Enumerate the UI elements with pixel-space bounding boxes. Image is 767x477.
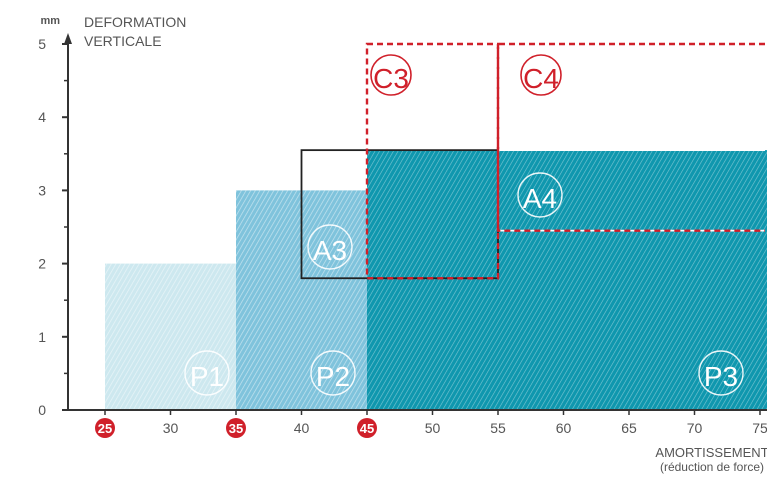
label-p3-ring (698, 350, 744, 396)
x-tick-label: 40 (294, 420, 310, 436)
y-tick-label: 2 (38, 256, 46, 272)
y-axis: 0 1 2 3 4 5 mm DEFORMATION VERTICALE (38, 14, 186, 418)
y-ticks: 0 1 2 3 4 5 (38, 36, 68, 418)
y-tick-label: 3 (38, 182, 46, 198)
outline-c4 (496, 42, 765, 232)
y-tick-label: 5 (38, 36, 46, 52)
x-tick-highlight-badge (226, 418, 246, 438)
label-a3: A3 (313, 235, 347, 266)
y-tick-label: 4 (38, 109, 46, 125)
x-tick-label: 30 (163, 420, 179, 436)
x-tick-label: 50 (425, 420, 441, 436)
label-p3: P3 (704, 361, 738, 392)
y-tick-label: 0 (38, 402, 46, 418)
x-axis: 25 30 35 40 45 50 55 60 65 70 75 AMORTISSEMENT (ré… (62, 409, 767, 474)
x-tick-label: 70 (687, 420, 703, 436)
zone-p1-hatch (105, 263, 236, 410)
y-tick-label: 1 (38, 329, 46, 345)
x-tick-label: 55 (490, 420, 506, 436)
x-tick-highlight-badge (357, 418, 377, 438)
label-a4-ring (517, 172, 563, 218)
label-c4-ring (520, 54, 562, 96)
x-tick-label: 75 (752, 420, 767, 436)
x-tick-label: 65 (621, 420, 637, 436)
label-p2-ring (310, 350, 356, 396)
x-axis-label-line-2: (réduction de force) (660, 460, 764, 474)
y-axis-label-line-2: VERTICALE (84, 33, 162, 49)
label-a4: A4 (523, 183, 557, 214)
x-axis-label-line-1: AMORTISSEMENT (655, 445, 767, 460)
x-ticks: 25 30 35 40 45 50 55 60 65 70 75 (95, 410, 767, 438)
x-tick-label-highlighted: 45 (360, 421, 374, 436)
label-p2: P2 (316, 361, 350, 392)
zone-labels: P1 P2 P3 A3 A4 C3 C4 (184, 54, 744, 396)
x-tick-label-highlighted: 35 (229, 421, 243, 436)
label-p1: P1 (190, 361, 224, 392)
outlines-layer (300, 42, 765, 280)
label-c4: C4 (523, 63, 559, 94)
y-axis-unit: mm (40, 15, 60, 27)
label-p1-ring (184, 350, 230, 396)
y-axis-label-line-1: DEFORMATION (84, 14, 186, 30)
label-c3-ring (370, 54, 412, 96)
x-tick-label: 60 (556, 420, 572, 436)
outline-c3 (365, 42, 500, 280)
label-a3-ring (307, 224, 353, 270)
y-axis-arrow (64, 33, 72, 44)
label-c3: C3 (373, 63, 409, 94)
x-tick-label-highlighted: 25 (98, 421, 112, 436)
x-tick-highlight-badge (95, 418, 115, 438)
